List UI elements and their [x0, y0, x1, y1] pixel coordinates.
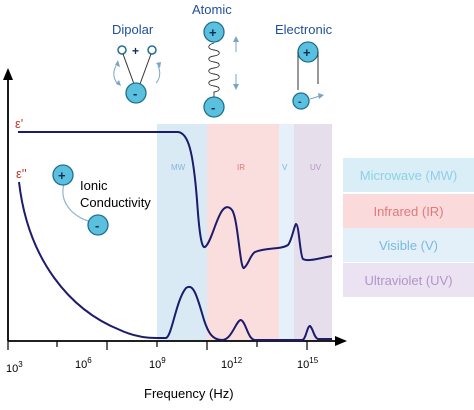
- electronic-illustration: Electronic + -: [275, 22, 333, 110]
- dipolar-rotation-arrow-left: [113, 65, 119, 85]
- legend-visible: Visible (V): [343, 228, 474, 262]
- atomic-title: Atomic: [192, 2, 232, 17]
- electronic-minus-charge: [292, 92, 310, 110]
- ionic-conductivity-illustration: + - Ionic Conductivity: [52, 164, 151, 236]
- eps-prime-curve: [18, 131, 333, 270]
- dipolar-illustration: Dipolar + -: [112, 22, 161, 104]
- y-axis-arrow: [3, 68, 13, 80]
- legend-infrared-label: Infrared (IR): [373, 203, 444, 219]
- x-axis-label: Frequency (Hz): [144, 386, 234, 401]
- tick-label-1e12: 1012: [221, 356, 243, 371]
- legend-ultraviolet: Ultraviolet (UV): [343, 263, 474, 297]
- legend-microwave-label: Microwave (MW): [359, 167, 458, 183]
- atomic-minus-charge: [203, 96, 225, 118]
- ionic-minus-sign: -: [95, 218, 99, 233]
- legend-visible-label: Visible (V): [378, 237, 438, 253]
- electronic-minus-sign: -: [298, 96, 302, 108]
- dipolar-minus-sign: -: [133, 86, 137, 101]
- dipolar-title: Dipolar: [112, 22, 154, 37]
- atomic-minus-sign: -: [211, 100, 215, 115]
- tick-label-1e15: 1015: [297, 356, 319, 371]
- ionic-plus-charge: [52, 164, 74, 186]
- band-label-v: V: [282, 163, 288, 172]
- dipolar-left-atom: [117, 45, 127, 55]
- tick-label-1e3: 103: [6, 360, 23, 375]
- band-ultraviolet: [294, 124, 332, 341]
- dipolar-right-atom: [147, 45, 157, 55]
- dipolar-minus-charge: [125, 82, 147, 104]
- ionic-label-line1: Ionic: [80, 178, 108, 193]
- electronic-title: Electronic: [275, 22, 333, 37]
- atomic-plus-sign: +: [209, 25, 217, 40]
- ionic-minus-charge: [87, 214, 109, 236]
- electronic-shift-arrow: [309, 95, 321, 100]
- legend-microwave: Microwave (MW): [343, 158, 474, 192]
- tick-label-1e6: 106: [75, 356, 92, 371]
- electronic-plus-sign: +: [303, 45, 311, 60]
- ionic-label-line2: Conductivity: [80, 195, 151, 210]
- band-visible: [279, 124, 294, 341]
- atomic-plus-charge: [203, 21, 225, 43]
- eps-prime-label: ε': [15, 116, 23, 131]
- tick-label-1e9: 109: [149, 356, 166, 371]
- x-ticks: [7, 341, 308, 350]
- legend-infrared: Infrared (IR): [343, 194, 474, 228]
- band-infrared: [207, 124, 279, 341]
- band-label-mw: MW: [171, 163, 186, 172]
- dipolar-plus-sign: +: [132, 44, 139, 58]
- x-axis-arrow: [335, 336, 347, 346]
- band-label-uv: UV: [310, 163, 322, 172]
- atomic-spring: [208, 42, 220, 97]
- eps-double-prime-curve: [18, 181, 332, 342]
- eps-double-prime-label: ε'': [16, 166, 27, 181]
- atomic-illustration: Atomic + -: [192, 2, 239, 118]
- dipolar-rotation-arrow-right: [155, 65, 161, 84]
- band-label-ir: IR: [237, 163, 245, 172]
- ionic-plus-sign: +: [58, 168, 66, 183]
- legend-ultraviolet-label: Ultraviolet (UV): [364, 272, 453, 288]
